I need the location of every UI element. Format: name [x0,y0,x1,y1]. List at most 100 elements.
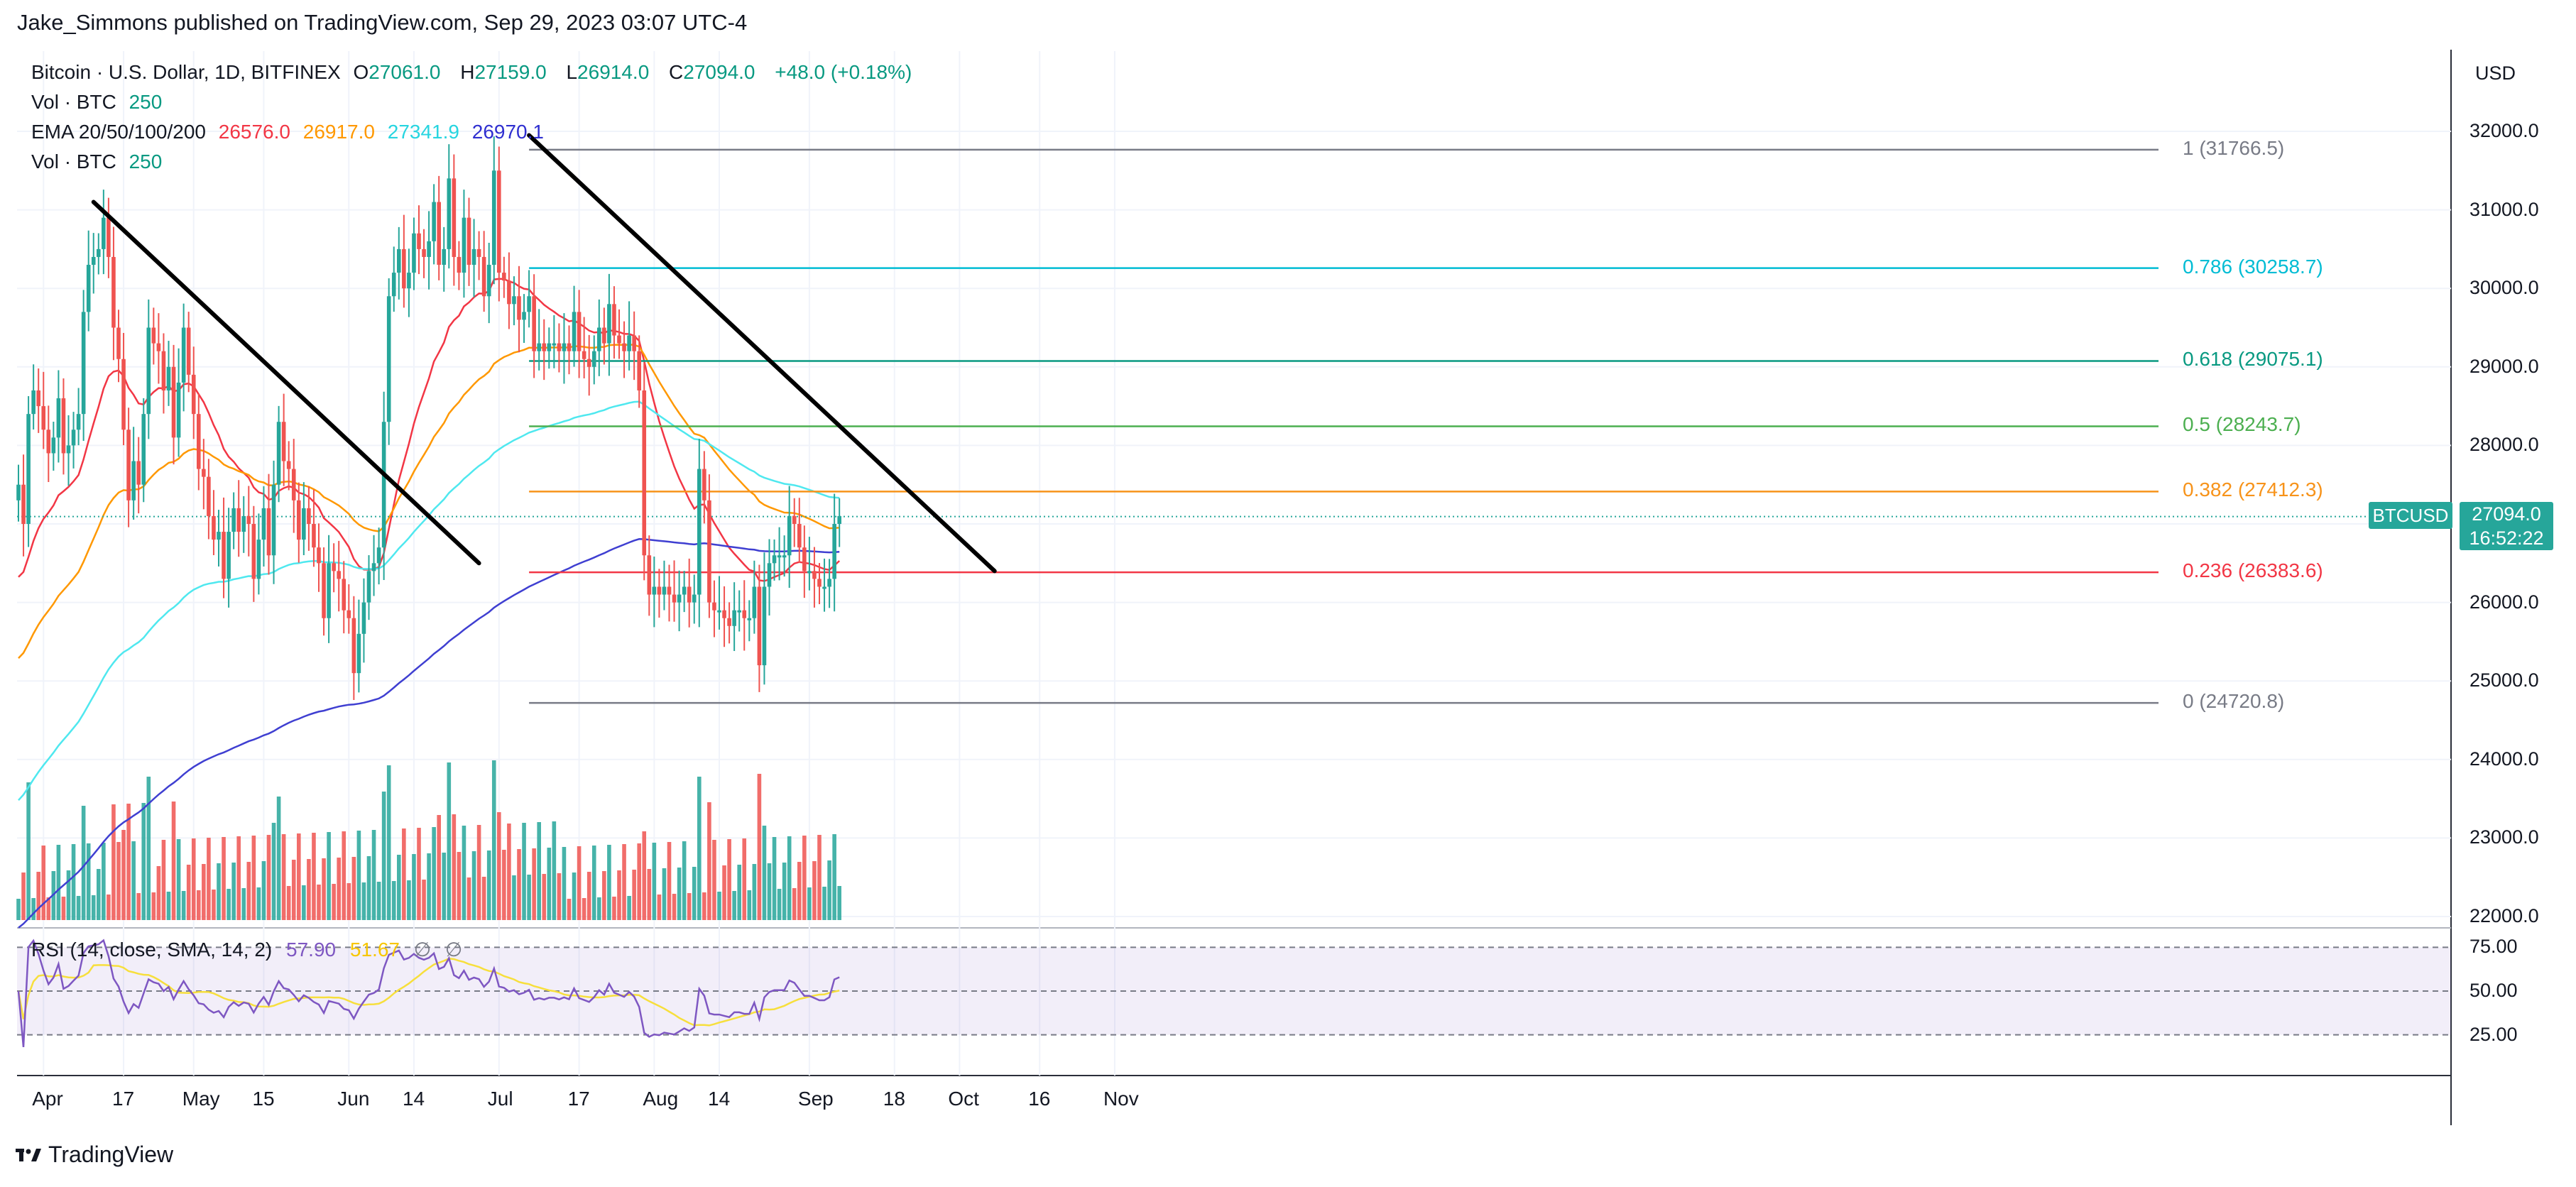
price-tick-3: 29000.0 [2469,355,2539,377]
volume-legend-2[interactable]: Vol · BTC 250 [31,151,169,173]
candle-body-140 [717,610,721,613]
volume-bar-102 [527,875,531,920]
volume-bar-44 [236,836,241,920]
volume-bar-81 [422,880,426,920]
ema-legend[interactable]: EMA 20/50/100/200 26576.0 26917.0 27341.… [31,121,551,143]
candle-body-134 [687,586,692,603]
candle-body-119 [612,304,616,336]
price-tick-6: 26000.0 [2469,591,2539,613]
candle-body-132 [677,594,682,603]
candle-body-93 [481,256,486,297]
candle-body-103 [532,296,536,351]
volume-bar-32 [176,839,181,920]
volume-bar-54 [286,886,291,920]
candle-body-54 [286,461,291,469]
volume-bar-69 [361,882,366,920]
candle-body-6 [46,430,51,454]
candle-body-126 [647,555,652,595]
volume-bar-93 [481,877,486,920]
candle-body-5 [41,406,46,430]
candle-body-45 [241,515,246,532]
candle-body-109 [562,343,567,351]
currency-label[interactable]: USD [2475,62,2516,84]
volume-bar-19 [111,804,116,920]
candle-body-83 [432,202,436,241]
candle-body-85 [442,248,447,266]
volume-bar-16 [97,869,101,920]
candle-body-117 [602,327,606,344]
candle-body-59 [312,524,316,548]
candle-body-137 [702,469,706,500]
volume-bar-90 [466,877,471,920]
trendlines[interactable] [91,133,997,574]
low-value: 26914.0 [577,61,650,83]
rsi-legend[interactable]: RSI (14, close, SMA, 14, 2) 57.90 51.67 … [31,938,471,961]
volume-legend[interactable]: Vol · BTC 250 [31,91,169,114]
candle-body-120 [617,335,621,344]
volume-bar-24 [136,893,141,920]
volume-bar-155 [792,888,797,920]
candle-body-108 [557,343,562,351]
volume-bar-113 [582,898,586,920]
candle-body-154 [787,515,792,556]
fib-label-0.5: 0.5 (28243.7) [2183,413,2301,436]
volume-bar-13 [81,806,86,920]
candle-body-63 [332,563,336,571]
price-tick-9: 23000.0 [2469,826,2539,848]
volume-bar-145 [742,838,747,920]
time-tick-4: Jun [337,1088,370,1110]
trendline-1 [527,133,997,574]
volume-bar-8 [56,845,61,920]
tradingview-brand[interactable]: TradingView [16,1142,173,1168]
volume-bar-6 [46,897,51,920]
volume-bar-99 [512,875,516,920]
volume-bar-89 [462,826,466,920]
volume-bar-38 [207,838,211,920]
volume-bar-73 [381,792,386,920]
volume-bar-157 [802,836,807,920]
volume-bar-62 [327,832,331,920]
volume-bar-67 [351,857,356,920]
volume-bar-61 [322,858,326,920]
candlesticks[interactable] [16,136,841,700]
candle-body-114 [586,359,591,367]
volume-bar-43 [231,863,236,920]
volume-bar-162 [827,860,831,920]
candle-body-121 [622,343,626,351]
volume-bar-47 [251,836,256,920]
candle-body-3 [31,390,36,415]
candle-body-153 [782,555,787,558]
time-tick-13: 16 [1028,1088,1051,1110]
volume-bar-119 [612,897,616,920]
ema20-line [18,278,841,582]
volume-bar-116 [597,897,601,920]
volume-bar-106 [547,848,552,920]
candle-body-12 [76,414,81,430]
candle-body-66 [346,610,351,618]
candle-body-97 [502,273,506,281]
candle-body-127 [652,586,657,595]
volume-value-2: 250 [129,151,163,173]
volume-bar-15 [91,895,96,920]
candle-body-113 [582,351,586,359]
volume-bar-4 [36,872,40,920]
volume-bar-68 [356,831,361,920]
volume-bar-103 [532,848,536,920]
candle-body-35 [191,374,196,415]
symbol-badge: BTCUSD [2369,502,2452,529]
volume-bar-14 [86,843,91,920]
volume-bar-94 [486,850,491,920]
volume-bar-71 [371,830,376,920]
candle-body-133 [682,586,687,595]
high-label: H [460,61,475,83]
candle-body-67 [351,618,356,674]
volume-bar-74 [386,765,391,920]
volume-bar-139 [712,840,716,920]
candle-body-146 [747,618,752,620]
candle-body-104 [537,343,541,351]
volume-bar-75 [391,881,396,920]
candle-body-72 [376,547,381,564]
symbol-name[interactable]: Bitcoin · U.S. Dollar, 1D, BITFINEX [31,61,341,83]
time-tick-8: Aug [643,1088,679,1110]
